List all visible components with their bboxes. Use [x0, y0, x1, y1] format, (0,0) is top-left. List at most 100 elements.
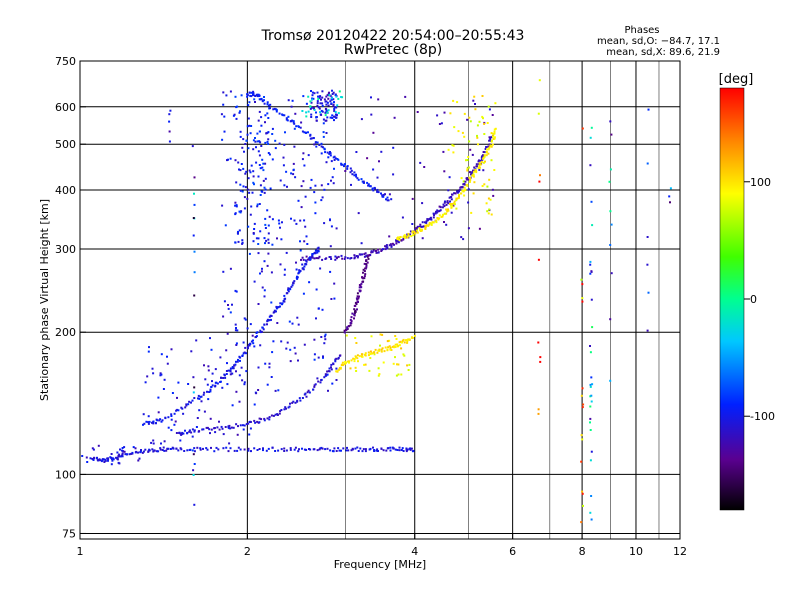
cloud-5-point-21 — [453, 126, 456, 129]
column-4-point-25 — [589, 383, 592, 386]
trace-3-point-31 — [355, 255, 358, 257]
colorbar-tick-label-0: 100 — [750, 176, 771, 189]
trace-1-point-77 — [239, 356, 242, 359]
cloud-3-point-2 — [336, 104, 339, 107]
cloud-1-point-98 — [258, 110, 261, 113]
cloud-0-point-84 — [268, 362, 271, 365]
column-4-point-26 — [590, 394, 593, 397]
cloud-1-point-53 — [252, 181, 255, 184]
trace-0-point-33 — [116, 456, 119, 459]
cloud-7-point-85 — [146, 375, 149, 378]
trace-2-point-66 — [284, 406, 287, 409]
trace-5-point-56 — [389, 348, 392, 351]
trace-2-point-27 — [218, 428, 221, 431]
cloud-6-point-2 — [349, 367, 352, 370]
cloud-0-point-37 — [248, 124, 251, 127]
cloud-4-point-26 — [350, 183, 352, 186]
cloud-7-point-75 — [255, 392, 258, 395]
cloud-0-point-160 — [320, 145, 323, 148]
cloud-4-point-62 — [443, 111, 446, 114]
cloud-0-point-210 — [292, 162, 295, 165]
trace-2-point-12 — [190, 431, 193, 434]
trace-0-point-113 — [247, 449, 250, 452]
cloud-6-point-30 — [390, 349, 393, 351]
trace-0-point-101 — [215, 446, 218, 449]
cloud-0-point-122 — [320, 152, 323, 155]
cloud-2-point-65 — [333, 115, 336, 118]
trace-3-point-37 — [363, 253, 366, 256]
trace-0-point-125 — [277, 449, 280, 452]
trace-0-point-156 — [338, 449, 341, 452]
trace-4-point-110 — [479, 163, 482, 166]
trace-1-point-149 — [296, 276, 299, 279]
cloud-0-point-77 — [247, 147, 250, 150]
trace-1-point-118 — [275, 310, 277, 313]
column-3-point-14 — [582, 403, 585, 406]
trace-1-point-21 — [173, 412, 176, 415]
trace-4-point-31 — [420, 228, 423, 231]
trace-0-point-52 — [137, 451, 139, 454]
cloud-0-point-241 — [267, 224, 270, 227]
cloud-1-point-65 — [264, 114, 267, 117]
column-4-point-0 — [589, 385, 592, 388]
trace-4-point-9 — [404, 236, 406, 239]
cloud-1-point-100 — [239, 130, 242, 133]
trace-3-point-1 — [301, 256, 304, 259]
cloud-5-point-41 — [460, 177, 463, 180]
cloud-6-point-11 — [379, 344, 381, 347]
trace-1-point-23 — [176, 408, 179, 411]
cloud-1-point-20 — [264, 162, 267, 165]
cloud-1-point-83 — [267, 232, 270, 235]
trace-3-point-88 — [409, 230, 412, 233]
cloud-1-point-33 — [254, 140, 257, 143]
cloud-7-point-71 — [163, 378, 166, 381]
column-0-point-3 — [192, 453, 195, 456]
trace-1-point-20 — [170, 413, 173, 416]
cloud-0-point-39 — [277, 389, 280, 392]
cloud-2-point-83 — [326, 101, 329, 104]
trace-4-point-23 — [414, 232, 416, 235]
cloud-4-point-10 — [460, 236, 463, 239]
cloud-5-point-11 — [488, 178, 491, 181]
trace-6-point-43 — [358, 284, 361, 286]
cloud-6-point-35 — [395, 374, 398, 377]
cloud-8-point-12 — [91, 447, 94, 450]
cloud-1-point-105 — [241, 239, 244, 242]
trace-6-point-27 — [354, 301, 357, 304]
cloud-7-point-87 — [148, 346, 150, 349]
trace-3-point-170 — [473, 166, 476, 169]
cloud-1-point-3 — [253, 222, 256, 225]
cloud-3-point-6 — [311, 98, 314, 101]
cloud-1-point-17 — [247, 177, 250, 180]
cloud-0-point-238 — [303, 164, 306, 167]
cloud-4-point-50 — [360, 118, 363, 121]
trace-5-point-54 — [386, 349, 389, 352]
trace-4-point-99 — [472, 173, 475, 176]
trace-0-point-87 — [183, 450, 186, 452]
trace-0-point-77 — [167, 447, 170, 450]
cloud-7-point-18 — [170, 348, 173, 351]
cloud-4-point-49 — [472, 99, 475, 102]
trace-4-point-78 — [458, 193, 460, 196]
trace-2-point-18 — [201, 428, 204, 431]
cloud-0-point-60 — [272, 340, 275, 343]
cloud-0-point-194 — [333, 297, 336, 300]
cloud-5-point-47 — [472, 192, 475, 195]
trace-2-point-25 — [213, 427, 216, 429]
cloud-1-point-15 — [266, 140, 269, 143]
trace-1-point-29 — [185, 403, 188, 406]
cloud-0-point-132 — [274, 147, 277, 150]
trace-0-point-107 — [233, 449, 236, 452]
cloud-5-point-44 — [449, 112, 452, 115]
column-4-point-24 — [590, 376, 593, 379]
cloud-7-point-42 — [249, 427, 252, 430]
trace-6-point-14 — [353, 317, 355, 320]
trace-0-point-108 — [236, 449, 239, 452]
trace-5-point-49 — [380, 350, 383, 353]
trace-0-point-142 — [313, 448, 316, 451]
x-tick-label-5: 10 — [629, 545, 643, 558]
cloud-0-point-228 — [283, 143, 286, 146]
trace-5-point-58 — [389, 346, 392, 349]
trace-7-point-97 — [357, 178, 360, 181]
trace-2-point-68 — [287, 406, 290, 409]
